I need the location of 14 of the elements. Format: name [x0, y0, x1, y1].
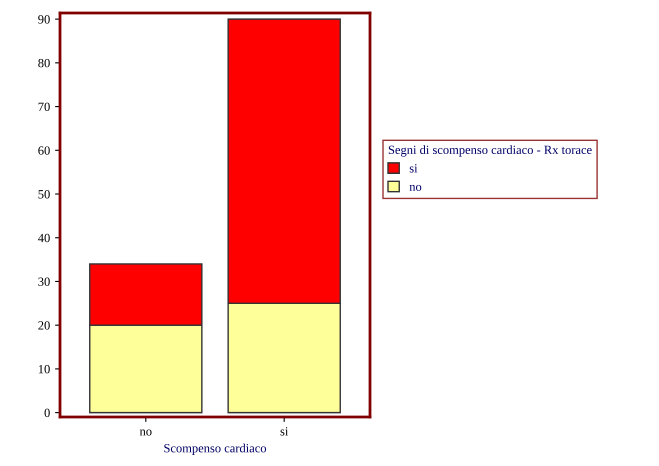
y-tick-label: 90: [38, 15, 50, 24]
y-tick-label: 80: [38, 58, 50, 68]
x-axis-title: Scompenso cardiaco: [164, 444, 266, 455]
legend-label: no: [410, 184, 422, 191]
y-tick-label: 0: [44, 408, 50, 418]
y-tick-label: 60: [38, 146, 50, 155]
y-tick-label: 70: [38, 102, 50, 112]
y-tick-label: 50: [38, 190, 50, 198]
y-tick-label: 40: [38, 234, 50, 242]
y-tick-label: 30: [38, 277, 50, 286]
y-tick-label: 20: [38, 321, 50, 330]
y-tick-label: 10: [38, 364, 50, 374]
legend-label: si: [410, 164, 418, 173]
legend-title: Segni di scompenso cardiaco - Rx torace: [388, 145, 592, 157]
